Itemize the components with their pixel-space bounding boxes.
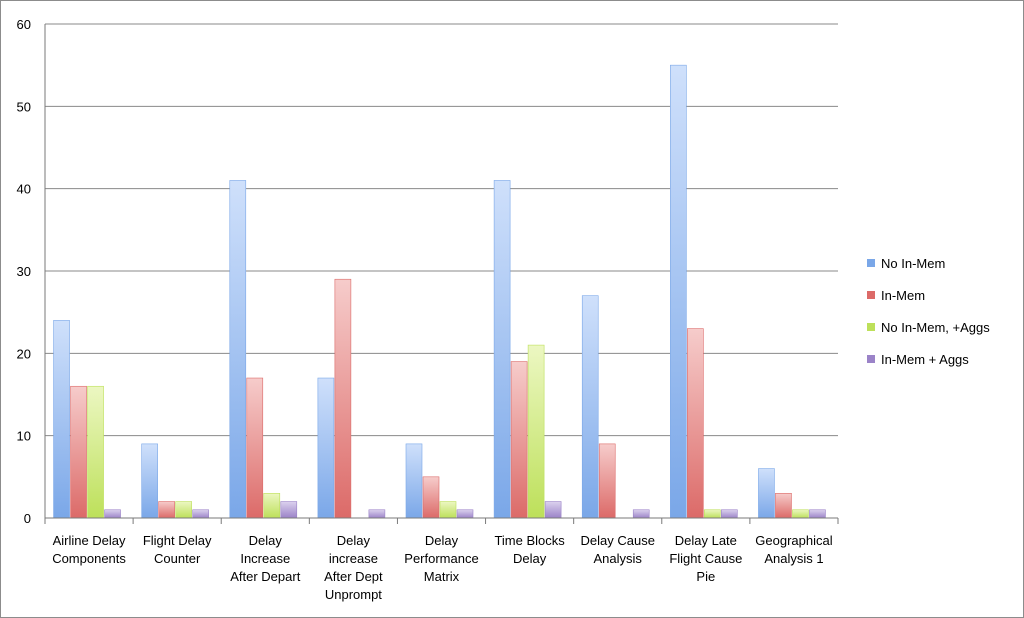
bar: [158, 501, 175, 519]
gridlines: [45, 23, 838, 519]
bar: [670, 64, 687, 519]
x-category-label: Airline Delay Components: [52, 533, 126, 566]
x-category-label: Delay Late Flight Cause Pie: [669, 533, 742, 584]
legend-label: No In-Mem: [881, 256, 945, 271]
y-tick-label: 0: [24, 511, 31, 526]
bar: [53, 320, 70, 519]
bar: [141, 443, 158, 519]
x-category-label: Delay increase After Dept Unprompt: [324, 533, 383, 602]
bar: [704, 509, 721, 519]
bar: [422, 476, 440, 519]
y-tick-label: 20: [17, 346, 31, 361]
bar: [87, 385, 104, 519]
y-tick-label: 10: [17, 429, 31, 444]
bar: [809, 509, 826, 519]
bar: [632, 509, 650, 519]
bar: [527, 344, 545, 519]
legend-swatch: [867, 259, 875, 267]
bar: [104, 509, 121, 519]
legend-swatch: [867, 355, 875, 363]
bar: [581, 295, 599, 519]
bar: [280, 501, 298, 519]
legend-label: No In-Mem, +Aggs: [881, 320, 990, 335]
bar: [246, 377, 264, 519]
x-category-label: Delay Increase After Depart: [230, 533, 300, 584]
y-tick-label: 60: [17, 17, 31, 32]
legend-label: In-Mem + Aggs: [881, 352, 969, 367]
legend: No In-Mem In-Mem No In-Mem, +Aggs In-Mem + …: [867, 256, 990, 367]
bar: [263, 492, 281, 519]
bars: [53, 64, 826, 519]
bar: [334, 278, 352, 519]
bar: [175, 501, 192, 519]
bar: [758, 468, 775, 519]
x-axis: [44, 24, 839, 524]
bar: [687, 328, 704, 519]
bar: [792, 509, 809, 519]
x-category-label: Flight Delay Counter: [143, 533, 212, 566]
bar: [493, 180, 511, 519]
bar: [456, 509, 474, 519]
legend-swatch: [867, 291, 875, 299]
legend-label: In-Mem: [881, 288, 925, 303]
y-tick-label: 50: [17, 99, 31, 114]
y-tick-label: 30: [17, 264, 31, 279]
y-axis-ticks: 0 10 20 30 40 50 60: [17, 17, 31, 526]
bar: [510, 361, 528, 519]
bar: [229, 180, 247, 519]
y-tick-label: 40: [17, 182, 31, 197]
x-category-label: Delay Performance Matrix: [404, 533, 478, 584]
bar: [368, 509, 386, 519]
bar: [70, 385, 87, 519]
bar: [405, 443, 423, 519]
bar: [775, 492, 792, 519]
x-category-label: Delay Cause Analysis: [581, 533, 655, 566]
legend-swatch: [867, 323, 875, 331]
bar: [317, 377, 335, 519]
bar: [598, 443, 616, 519]
bar: [192, 509, 209, 519]
x-category-label: Geographical Analysis 1: [755, 533, 832, 566]
x-axis-labels: Airline Delay Components Flight Delay Count…: [52, 533, 833, 602]
bar: [439, 501, 457, 519]
x-category-label: Time Blocks Delay: [494, 533, 565, 566]
bar: [544, 501, 562, 519]
bar: [721, 509, 738, 519]
